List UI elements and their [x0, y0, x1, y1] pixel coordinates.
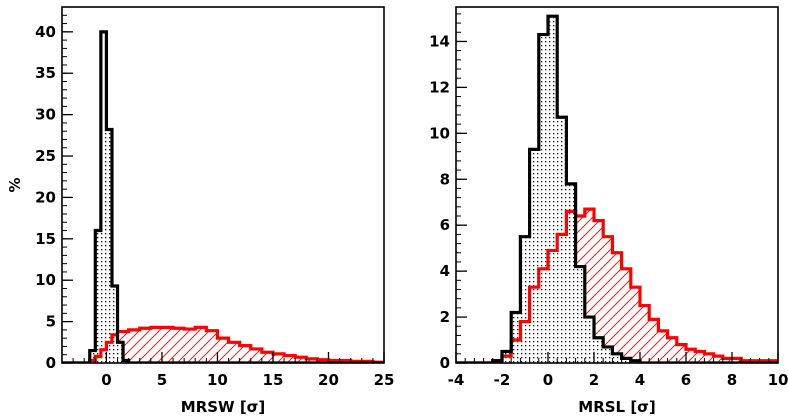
y-tick-label: 5	[46, 313, 56, 331]
black-histogram-bin	[603, 347, 612, 363]
black-histogram-bin	[90, 351, 96, 363]
black-histogram-fill	[456, 16, 778, 363]
red-histogram-bin	[217, 338, 228, 363]
red-histogram-bin	[251, 349, 262, 363]
x-tick-label: 10	[768, 371, 788, 389]
y-tick-label: 15	[35, 230, 56, 248]
black-histogram-bin	[511, 312, 520, 363]
y-tick-label: 12	[429, 78, 450, 96]
plot-frame	[455, 6, 779, 364]
x-tick-label: 0	[101, 371, 111, 389]
red-histogram-bin	[668, 338, 677, 363]
black-histogram-bin	[118, 342, 124, 363]
y-tick-label: 35	[35, 64, 56, 82]
red-histogram-bin	[229, 342, 240, 363]
red-histogram-bin	[631, 287, 640, 363]
y-tick-label: 2	[440, 308, 450, 326]
x-tick-label: 10	[207, 371, 228, 389]
red-histogram-bin	[622, 269, 631, 363]
x-axis-title: MRSW [σ]	[181, 398, 265, 416]
red-histogram-bin	[206, 331, 217, 363]
x-tick-label: 15	[263, 371, 284, 389]
red-histogram-fill	[62, 327, 384, 363]
black-histogram-bin	[106, 130, 112, 363]
y-tick-label: 10	[35, 271, 56, 289]
y-axis-title: %	[6, 177, 24, 192]
right-panel-mrsl: -4 -2 0 2 4 6 8 10 0 2 4 6 8 10 12 14 MRSL [σ]	[429, 6, 788, 416]
red-histogram-bin	[173, 328, 184, 363]
x-tick-label: 2	[589, 371, 599, 389]
black-histogram-bin	[612, 354, 621, 363]
x-tick-label: 4	[635, 371, 645, 389]
red-histogram-bin	[695, 352, 704, 363]
x-axis-title: MRSL [σ]	[578, 398, 655, 416]
red-histogram-bin	[262, 352, 273, 363]
plot-frame	[61, 6, 385, 364]
black-histogram-line	[456, 14, 778, 363]
black-histogram-line	[62, 30, 384, 363]
plot-area	[456, 14, 778, 363]
black-histogram-bin	[548, 16, 557, 363]
black-histogram-bin	[101, 32, 107, 363]
y-tick-label: 0	[46, 354, 56, 372]
black-histogram-bin	[539, 35, 548, 363]
y-tick-label: 10	[429, 124, 450, 142]
red-histogram-bin	[195, 327, 206, 363]
y-tick-label: 8	[440, 170, 450, 188]
red-histogram-bin	[184, 329, 195, 363]
black-histogram-bin	[585, 317, 594, 363]
black-histogram-bin	[557, 117, 566, 363]
red-histogram-bin	[240, 346, 251, 363]
y-tick-label: 4	[440, 262, 450, 280]
y-tick-label: 30	[35, 106, 56, 124]
black-histogram-bin	[520, 237, 529, 363]
left-panel-mrsw: 0 5 10 15 20 25 0 5 10 15 20 25 30 35 40 MRSW [σ]%	[6, 6, 395, 416]
x-tick-label: -4	[448, 371, 465, 389]
x-tick-label: 8	[727, 371, 737, 389]
red-histogram-bin	[649, 319, 658, 363]
y-tick-label: 0	[440, 354, 450, 372]
black-histogram-bin	[530, 149, 539, 363]
x-tick-label: -2	[494, 371, 511, 389]
black-histogram-bin	[566, 184, 575, 363]
black-histogram-bin	[95, 231, 101, 363]
x-tick-label: 5	[157, 371, 167, 389]
y-tick-label: 6	[440, 216, 450, 234]
y-tick-label: 14	[429, 32, 450, 50]
y-tick-label: 20	[35, 188, 56, 206]
red-histogram-bin	[677, 345, 686, 363]
black-histogram-bin	[594, 338, 603, 363]
red-histogram-bin	[129, 330, 140, 363]
plot-area	[62, 30, 384, 363]
y-tick-label: 40	[35, 23, 56, 41]
x-tick-label: 0	[543, 371, 553, 389]
red-histogram-bin	[140, 328, 151, 363]
x-tick-label: 20	[318, 371, 339, 389]
black-histogram-bin	[502, 352, 511, 363]
x-tick-label: 6	[681, 371, 691, 389]
x-tick-label: 25	[374, 371, 395, 389]
y-tick-label: 25	[35, 147, 56, 165]
red-histogram-bin	[686, 349, 695, 363]
red-histogram-bin	[640, 306, 649, 363]
red-histogram-line	[456, 207, 778, 363]
black-histogram-bin	[576, 267, 585, 363]
black-histogram-bin	[112, 286, 118, 363]
red-histogram-bin	[658, 331, 667, 363]
